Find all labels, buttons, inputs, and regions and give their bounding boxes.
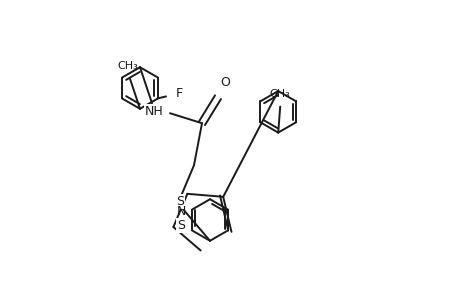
Text: S: S xyxy=(177,218,185,232)
Text: NH: NH xyxy=(144,105,163,118)
Text: N: N xyxy=(176,205,185,218)
Text: N: N xyxy=(176,222,185,235)
Text: O: O xyxy=(219,76,230,89)
Text: F: F xyxy=(176,87,183,100)
Text: CH₃: CH₃ xyxy=(269,88,290,99)
Text: S: S xyxy=(176,195,184,208)
Text: CH₃: CH₃ xyxy=(118,61,138,71)
